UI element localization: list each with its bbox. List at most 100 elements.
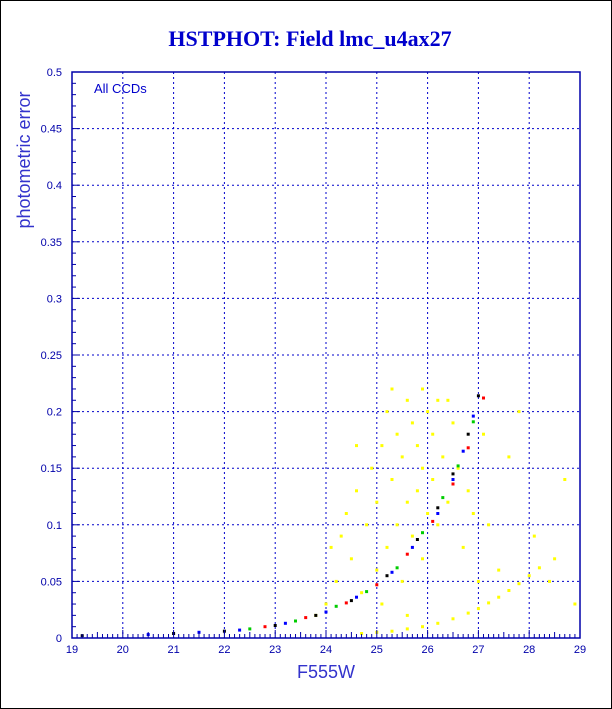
data-point <box>238 628 242 632</box>
data-point <box>548 579 551 583</box>
data-point <box>395 523 399 527</box>
data-point <box>466 611 470 615</box>
data-point <box>507 589 511 592</box>
data-point <box>273 624 277 627</box>
data-point <box>324 610 328 614</box>
all-ccds-annotation: All CCDs <box>94 81 147 96</box>
data-point <box>410 534 414 538</box>
data-point <box>476 394 480 398</box>
data-point <box>446 500 450 504</box>
data-point <box>573 602 577 606</box>
data-point <box>461 449 465 453</box>
data-point <box>375 500 379 504</box>
data-point <box>360 591 364 595</box>
data-point <box>446 398 450 402</box>
data-point <box>395 566 399 570</box>
x-tick-label: 24 <box>320 644 332 656</box>
data-point <box>517 410 521 414</box>
data-point <box>482 396 485 400</box>
data-point <box>405 613 409 617</box>
data-point <box>405 500 409 504</box>
data-point <box>476 607 480 611</box>
data-point <box>344 512 348 515</box>
axis-ticks: 19 20 21 22 23 24 25 26 27 28 29 0 0.05 0.1 0.15 0.2 0.2… <box>41 67 587 656</box>
data-point <box>436 523 440 527</box>
data-point <box>339 534 343 538</box>
y-tick-label: 0.35 <box>41 237 62 249</box>
data-point <box>482 432 485 436</box>
data-point <box>451 421 455 425</box>
data-point <box>431 519 435 523</box>
data-point <box>517 582 521 586</box>
y-tick-label: 0.45 <box>41 124 62 136</box>
data-point <box>497 595 501 599</box>
data-point <box>405 627 409 631</box>
data-point <box>248 627 252 631</box>
data-point <box>410 421 414 425</box>
data-point <box>375 568 379 572</box>
data-point <box>527 574 531 578</box>
data-point <box>507 455 511 459</box>
data-point <box>461 545 465 549</box>
data-point <box>385 574 389 578</box>
data-points <box>80 387 577 638</box>
data-point <box>436 506 440 510</box>
grid-lines <box>72 72 580 638</box>
data-point <box>421 466 424 470</box>
data-point <box>400 579 404 583</box>
data-point <box>375 583 379 587</box>
data-point <box>400 455 404 459</box>
data-point <box>471 420 475 424</box>
data-point <box>365 590 369 594</box>
data-point <box>466 432 470 436</box>
data-point <box>563 478 567 481</box>
data-point <box>421 625 424 629</box>
data-point <box>497 568 501 572</box>
y-tick-label: 0.5 <box>47 67 62 79</box>
data-point <box>314 613 318 617</box>
data-point <box>334 604 338 608</box>
data-point <box>426 410 430 414</box>
data-point <box>263 625 267 629</box>
y-tick-label: 0.25 <box>41 350 62 362</box>
data-point <box>380 602 384 606</box>
data-point <box>385 410 389 414</box>
data-point <box>390 570 394 574</box>
data-point <box>349 557 353 561</box>
data-point <box>360 632 364 635</box>
data-point <box>537 566 541 570</box>
data-point <box>415 538 419 541</box>
y-tick-label: 0.15 <box>41 463 62 475</box>
data-point <box>436 398 440 402</box>
chart-title: HSTPHOT: Field lmc_u4ax27 <box>168 26 451 51</box>
data-point <box>476 579 480 583</box>
data-point <box>487 523 491 527</box>
x-tick-label: 21 <box>167 644 179 656</box>
data-point <box>436 621 440 625</box>
data-point <box>456 464 460 468</box>
data-point <box>355 595 358 599</box>
data-point <box>395 432 399 436</box>
x-tick-label: 23 <box>269 644 281 656</box>
y-tick-label: 0.2 <box>47 407 62 419</box>
data-point <box>370 466 374 470</box>
data-point <box>415 444 419 448</box>
y-tick-label: 0.4 <box>47 180 62 192</box>
data-point <box>415 489 419 493</box>
x-tick-label: 28 <box>523 644 535 656</box>
x-tick-label: 22 <box>218 644 230 656</box>
data-point <box>431 432 435 436</box>
data-point <box>451 482 455 486</box>
data-point <box>532 534 536 538</box>
data-point <box>553 557 557 561</box>
data-point <box>385 545 389 549</box>
data-point <box>456 466 460 470</box>
y-tick-label: 0 <box>56 633 62 645</box>
data-point <box>405 398 409 402</box>
y-axis-label: photometric error <box>14 91 34 228</box>
x-tick-label: 20 <box>117 644 129 656</box>
data-point <box>471 512 475 515</box>
data-point <box>380 444 384 448</box>
data-point <box>390 478 394 481</box>
